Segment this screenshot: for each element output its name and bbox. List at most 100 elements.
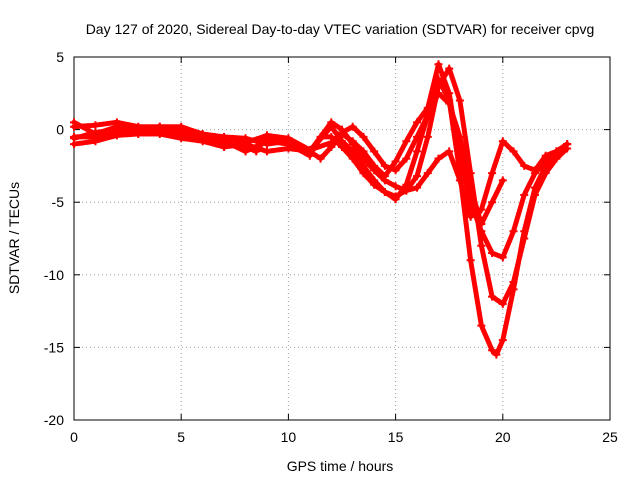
x-tick-label: 10 [281,429,297,445]
data-point [530,166,539,175]
x-tick-label: 15 [388,429,404,445]
data-point [359,132,368,141]
data-point [413,132,422,141]
data-point [155,129,164,138]
data-point [348,140,357,149]
x-tick-label: 5 [177,429,185,445]
data-point [423,132,432,141]
data-point [327,138,336,147]
y-tick-label: -10 [44,267,64,283]
data-point [391,192,400,201]
data-point [134,124,143,133]
y-tick-label: -5 [52,194,65,210]
data-point [402,154,411,163]
data-point [370,180,379,189]
data-point [348,122,357,131]
data-point [316,154,325,163]
x-tick-label: 20 [495,429,511,445]
data-point [477,241,486,250]
data-point [498,176,507,185]
data-point [498,299,507,308]
y-tick-label: 5 [56,49,64,65]
data-point [423,169,432,178]
x-tick-label: 25 [602,429,618,445]
data-point [359,169,368,178]
data-point [455,132,464,141]
data-point [563,140,572,149]
data-point [509,278,518,287]
data-point [488,169,497,178]
y-tick-label: -20 [44,412,64,428]
data-point [413,118,422,127]
data-point [488,249,497,258]
data-point [70,134,78,143]
data-point [520,234,529,243]
data-point [541,169,550,178]
data-point [466,212,475,221]
data-point [262,131,271,140]
data-point [530,190,539,199]
data-point [552,154,561,163]
x-axis-label: GPS time / hours [287,458,394,474]
data-point [402,186,411,195]
data-point [413,147,422,156]
data-point [284,144,293,153]
data-point [91,137,100,146]
data-point [498,137,507,146]
chart-title: Day 127 of 2020, Sidereal Day-to-day VTE… [86,21,595,37]
data-point [498,253,507,262]
data-point [380,161,389,170]
data-point [498,336,507,345]
data-point [348,154,357,163]
data-point [284,134,293,143]
data-point [552,147,561,156]
data-point [520,190,529,199]
data-series [70,60,572,359]
data-point [445,147,454,156]
data-point [477,321,486,330]
data-point [488,292,497,301]
data-point [402,137,411,146]
data-point [359,154,368,163]
data-point [488,198,497,207]
data-point [488,346,497,355]
data-point [262,147,271,156]
data-point [492,350,501,359]
data-point [413,172,422,181]
data-point [241,138,250,147]
y-tick-label: 0 [56,122,64,138]
data-point [70,122,78,131]
data-point [466,256,475,265]
data-point [380,176,389,185]
data-point [262,140,271,149]
data-point [220,134,229,143]
data-point [155,122,164,131]
data-point [327,118,336,127]
data-point [509,227,518,236]
data-point [241,147,250,156]
data-point [541,151,550,160]
data-point [477,227,486,236]
data-point [380,188,389,197]
data-point [391,166,400,175]
data-point [177,134,186,143]
data-point [477,219,486,228]
data-point [520,161,529,170]
plot-frame [73,56,611,421]
data-point [220,143,229,152]
axis-ticks: 0 5 10 15 20 25 5 0 -5 -10 -15 -20 [44,49,618,445]
data-point [455,96,464,105]
data-point [338,143,346,152]
data-point [112,118,121,127]
grid-lines [74,57,610,420]
y-tick-label: -15 [44,339,64,355]
y-axis-label: SDTVAR / TECUs [6,182,22,294]
data-point [370,147,379,156]
series-track-b [71,66,570,307]
data-point [91,128,100,137]
x-tick-label: 0 [70,429,78,445]
data-point [455,176,464,185]
data-point [177,127,186,136]
data-point [445,99,454,108]
